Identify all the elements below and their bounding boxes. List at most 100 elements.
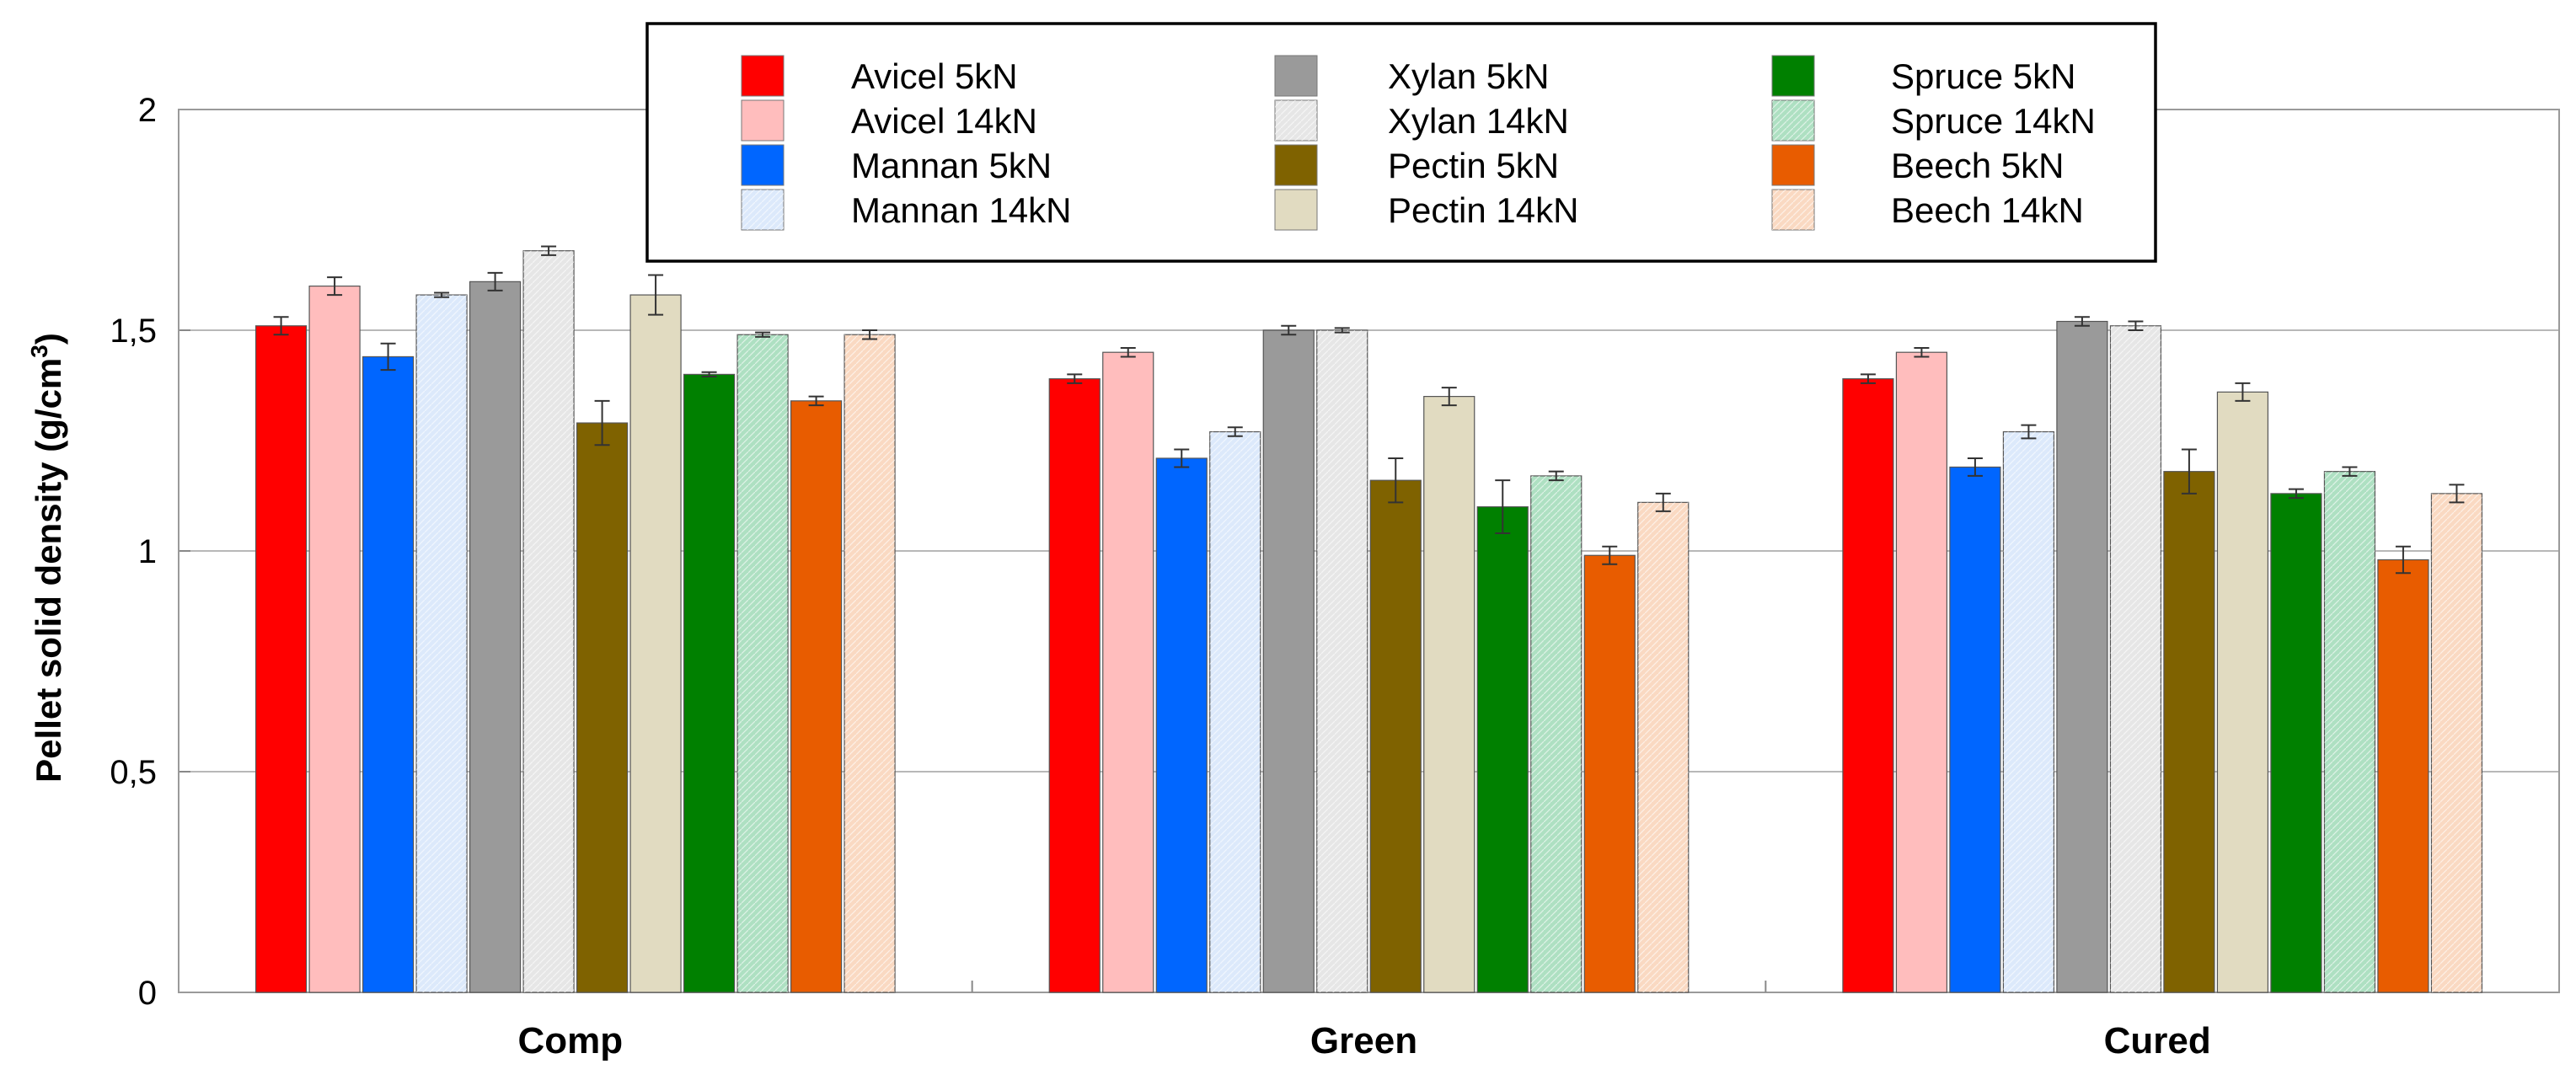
bar-hatch bbox=[1316, 330, 1368, 992]
error-bar bbox=[1227, 426, 1243, 437]
legend-label: Xylan 5kN bbox=[1388, 56, 1549, 96]
error-bar bbox=[1495, 479, 1511, 535]
legend-item: Pectin 5kN bbox=[1274, 144, 1559, 186]
bar-avicel-5kn-comp bbox=[254, 325, 308, 993]
x-category-label: Comp bbox=[518, 1020, 624, 1061]
error-bar bbox=[1602, 545, 1618, 565]
legend-item: Spruce 5kN bbox=[1771, 55, 2075, 97]
bar-hatch bbox=[523, 250, 575, 992]
bar-spruce-5kn-cured bbox=[2270, 493, 2322, 993]
error-bar bbox=[2235, 382, 2251, 402]
error-bar bbox=[1655, 492, 1671, 512]
error-bar bbox=[1548, 470, 1564, 482]
legend-label: Pectin 14kN bbox=[1388, 190, 1578, 230]
bars bbox=[254, 245, 2483, 993]
bar-hatch bbox=[1637, 502, 1689, 992]
legend-item: Beech 14kN bbox=[1771, 189, 2084, 231]
error-bar bbox=[1388, 457, 1404, 504]
legend-item: Xylan 5kN bbox=[1274, 55, 1549, 97]
bar-avicel-5kn-cured bbox=[1842, 378, 1894, 993]
bar-pectin-14kn-cured bbox=[2216, 391, 2269, 993]
error-bar bbox=[541, 245, 557, 256]
error-bar bbox=[380, 342, 396, 372]
error-bar bbox=[2288, 488, 2304, 500]
error-bar bbox=[862, 329, 878, 340]
x-category-label: Green bbox=[1310, 1020, 1417, 1061]
legend-label: Mannan 5kN bbox=[851, 146, 1052, 185]
y-tick-label: 0 bbox=[138, 975, 157, 1012]
legend-swatch bbox=[1771, 55, 1815, 97]
legend-label: Spruce 14kN bbox=[1891, 101, 2096, 141]
error-bar bbox=[755, 331, 771, 338]
bar-xylan-5kn-cured bbox=[2056, 320, 2108, 993]
error-bar bbox=[2342, 466, 2358, 477]
bar-mannan-5kn-cured bbox=[1949, 466, 2001, 993]
bar-spruce-5kn-green bbox=[1476, 505, 1529, 993]
error-bar bbox=[594, 399, 610, 446]
error-bar bbox=[1067, 373, 1083, 384]
legend-item: Mannan 5kN bbox=[741, 144, 1052, 186]
error-bar bbox=[1334, 327, 1350, 334]
error-bar bbox=[2021, 424, 2037, 440]
y-tick-label: 1,5 bbox=[110, 313, 157, 350]
bar-hatch bbox=[737, 334, 789, 992]
bar-mannan-5kn-green bbox=[1155, 457, 1208, 993]
bar-avicel-14kn-green bbox=[1102, 351, 1154, 993]
legend-label: Avicel 14kN bbox=[851, 101, 1037, 141]
bar-xylan-5kn-green bbox=[1262, 329, 1315, 993]
legend-label: Beech 14kN bbox=[1891, 190, 2084, 230]
bar-spruce-5kn-comp bbox=[683, 373, 736, 993]
error-bar bbox=[327, 276, 343, 297]
legend-item: Avicel 14kN bbox=[741, 99, 1037, 142]
bar-hatch bbox=[416, 295, 468, 993]
bar-hatch bbox=[1530, 475, 1582, 992]
bar-avicel-5kn-green bbox=[1048, 378, 1101, 993]
legend-item: Xylan 14kN bbox=[1274, 99, 1569, 142]
bar-xylan-5kn-comp bbox=[469, 281, 522, 993]
legend-label: Avicel 5kN bbox=[851, 56, 1018, 96]
error-bar bbox=[487, 271, 503, 291]
y-tick-label: 1 bbox=[138, 533, 157, 570]
bar-pectin-14kn-comp bbox=[629, 294, 682, 993]
bar-avicel-14kn-cured bbox=[1895, 351, 1948, 993]
bar-pectin-14kn-green bbox=[1423, 396, 1475, 993]
legend-item: Beech 5kN bbox=[1771, 144, 2064, 186]
x-category-label: Cured bbox=[2104, 1020, 2211, 1061]
error-bar bbox=[2449, 484, 2465, 504]
bar-hatch bbox=[2324, 471, 2375, 992]
bar-hatch bbox=[844, 334, 896, 992]
legend-label: Pectin 5kN bbox=[1388, 146, 1559, 185]
error-bar bbox=[2074, 316, 2090, 327]
legend-item: Mannan 14kN bbox=[741, 189, 1072, 231]
legend-swatch bbox=[741, 99, 785, 142]
error-bar bbox=[2128, 320, 2144, 331]
error-bar bbox=[1860, 373, 1876, 384]
bar-hatch bbox=[2003, 431, 2054, 992]
y-tick-label: 2 bbox=[138, 92, 157, 129]
error-bar bbox=[1914, 346, 1930, 358]
error-bar bbox=[434, 291, 450, 298]
bar-mannan-5kn-comp bbox=[361, 356, 415, 993]
legend-swatch bbox=[1274, 144, 1318, 186]
legend-swatch bbox=[1274, 55, 1318, 97]
legend-item: Spruce 14kN bbox=[1771, 99, 2096, 142]
error-bar bbox=[1120, 346, 1136, 358]
bar-hatch bbox=[1209, 431, 1261, 992]
legend-swatch bbox=[1274, 189, 1318, 231]
error-bar bbox=[648, 274, 664, 316]
bar-hatch bbox=[2431, 493, 2482, 992]
legend-swatch bbox=[741, 55, 785, 97]
error-bar bbox=[2395, 545, 2411, 575]
legend-label: Mannan 14kN bbox=[851, 190, 1072, 230]
error-bar bbox=[1441, 387, 1457, 407]
legend-item: Avicel 5kN bbox=[741, 55, 1018, 97]
error-bar bbox=[273, 316, 289, 336]
error-bar bbox=[1967, 457, 1983, 477]
legend-label: Spruce 5kN bbox=[1891, 56, 2075, 96]
bar-beech-5kn-comp bbox=[790, 400, 843, 993]
error-bar bbox=[2181, 448, 2197, 495]
bar-beech-5kn-green bbox=[1583, 554, 1636, 993]
bar-pectin-5kn-green bbox=[1369, 479, 1422, 993]
bar-pectin-5kn-cured bbox=[2163, 471, 2215, 993]
